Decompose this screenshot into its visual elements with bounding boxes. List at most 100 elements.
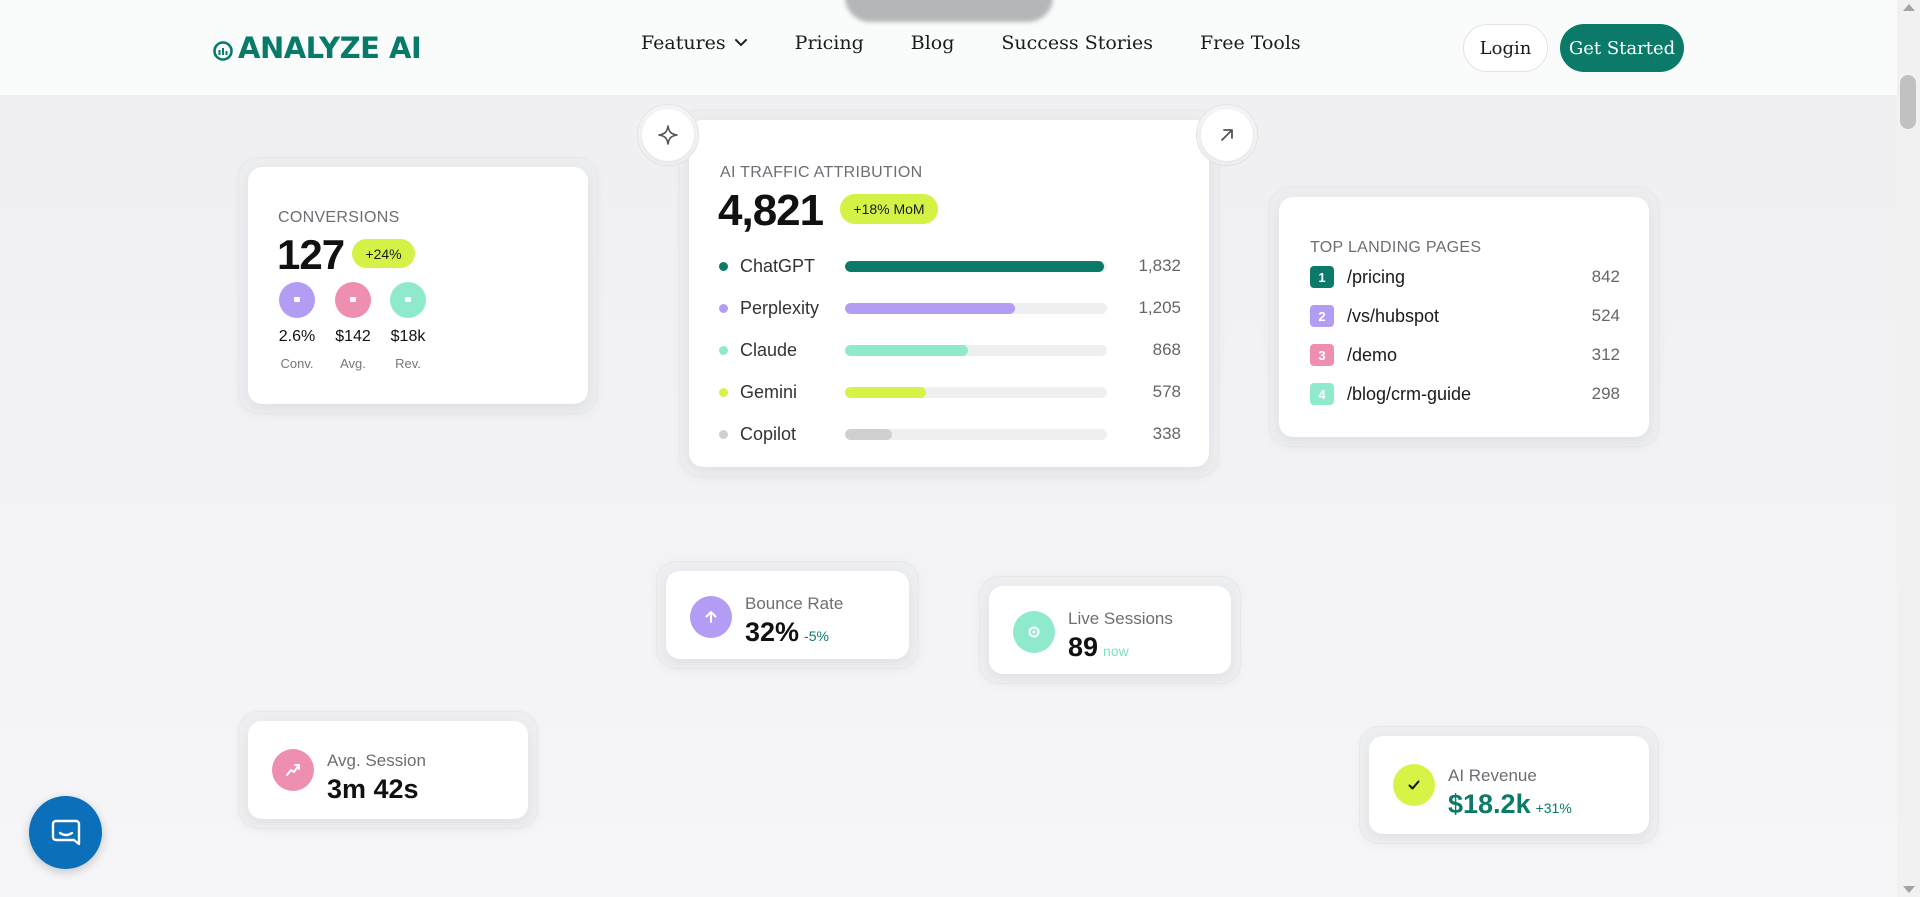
revenue-value: $18k — [390, 328, 426, 345]
get-started-button[interactable]: Get Started — [1560, 24, 1684, 72]
arrow-up-right-icon — [1221, 129, 1233, 141]
landing-path: /blog/crm-guide — [1347, 383, 1472, 404]
conv-rate-label: Conv. — [280, 356, 314, 371]
nav-blog[interactable]: Blog — [910, 32, 955, 54]
source-dot — [719, 303, 728, 313]
source-bar-track — [845, 344, 1107, 356]
scroll-thumb[interactable] — [1900, 75, 1916, 129]
landing-path: /vs/hubspot — [1347, 305, 1440, 326]
source-bar-track — [845, 386, 1107, 398]
source-bar-track — [845, 428, 1107, 440]
sparkle-button[interactable] — [637, 104, 699, 166]
ai-revenue-card: AI Revenue $18.2k +31% — [1359, 726, 1659, 844]
bounce-rate-label: Bounce Rate — [745, 594, 844, 613]
landing-rank: 4 — [1310, 383, 1334, 405]
source-name: Gemini — [740, 381, 798, 402]
source-dot — [719, 387, 728, 397]
avg-value-dot — [335, 282, 371, 318]
conv-rate-dot — [279, 282, 315, 318]
conversions-card: CONVERSIONS 127 +24% 2.6% Conv. $142 Avg… — [238, 157, 598, 414]
nav-features[interactable]: Features — [641, 32, 748, 54]
source-dot — [719, 345, 728, 355]
sparkle-icon — [658, 125, 678, 145]
logo[interactable]: ANALYZE AI — [212, 28, 422, 68]
nav-pricing[interactable]: Pricing — [794, 32, 864, 54]
ai-revenue-body: AI Revenue $18.2k +31% — [1369, 736, 1649, 834]
landing-row[interactable]: 3 /demo 312 — [1310, 343, 1620, 367]
source-value: 338 — [1152, 424, 1181, 443]
source-value: 578 — [1152, 382, 1181, 401]
avg-value-value: $142 — [335, 328, 371, 345]
source-name: Perplexity — [740, 297, 820, 318]
landing-value: 524 — [1591, 306, 1620, 325]
check-icon — [1393, 764, 1435, 806]
ai-revenue-value: $18.2k — [1448, 789, 1531, 819]
ai-revenue-value-wrap: $18.2k +31% — [1448, 789, 1572, 820]
site-header: ANALYZE AI Features Pricing Blog Success… — [0, 0, 1897, 96]
source-bar-track — [845, 260, 1107, 272]
ai-traffic-card: AI TRAFFIC ATTRIBUTION 4,821 +18% MoM Ch… — [679, 110, 1219, 477]
source-row: Gemini 578 — [719, 380, 1181, 404]
scrollbar[interactable] — [1897, 0, 1920, 897]
ai-revenue-delta: +31% — [1535, 800, 1572, 816]
login-button[interactable]: Login — [1463, 24, 1548, 72]
chat-launcher-button[interactable] — [29, 796, 102, 869]
ai-traffic-badge: +18% MoM — [840, 194, 938, 224]
main-nav: Features Pricing Blog Success Stories Fr… — [641, 32, 1348, 54]
source-dot — [719, 261, 728, 271]
landing-row[interactable]: 2 /vs/hubspot 524 — [1310, 304, 1620, 328]
pulse-icon — [1013, 611, 1055, 653]
live-sessions-value: 89 — [1068, 632, 1099, 662]
avg-session-value: 3m 42s — [327, 774, 419, 804]
scroll-down-icon[interactable] — [1903, 886, 1915, 893]
live-sessions-body: Live Sessions 89 now — [989, 586, 1231, 674]
expand-button-inner — [1201, 109, 1253, 161]
bounce-rate-delta: -5% — [804, 628, 829, 644]
source-name: Claude — [740, 339, 798, 360]
source-value: 1,832 — [1138, 256, 1181, 275]
scroll-up-icon[interactable] — [1903, 4, 1915, 11]
source-name: ChatGPT — [740, 255, 816, 276]
live-sessions-card: Live Sessions 89 now — [979, 576, 1241, 684]
floating-pill — [845, 0, 1053, 22]
top-landing-pages-card: TOP LANDING PAGES 1 /pricing 842 2 /vs/h… — [1269, 187, 1659, 447]
source-bar-fill — [845, 386, 927, 398]
source-dot — [719, 429, 728, 439]
revenue-dot — [390, 282, 426, 318]
conv-rate-value: 2.6% — [278, 328, 316, 345]
ai-revenue-label: AI Revenue — [1448, 766, 1537, 785]
top-landing-pages-body: TOP LANDING PAGES 1 /pricing 842 2 /vs/h… — [1279, 197, 1649, 437]
live-sessions-delta: now — [1103, 643, 1129, 659]
landing-row[interactable]: 4 /blog/crm-guide 298 — [1310, 382, 1620, 406]
landing-path: /pricing — [1347, 266, 1406, 287]
landing-value: 312 — [1591, 345, 1620, 364]
nav-features-label: Features — [641, 32, 726, 54]
source-row: ChatGPT 1,832 — [719, 254, 1181, 278]
live-sessions-label: Live Sessions — [1068, 609, 1173, 628]
ai-traffic-card-body: AI TRAFFIC ATTRIBUTION 4,821 +18% MoM Ch… — [689, 120, 1209, 467]
landing-row[interactable]: 1 /pricing 842 — [1310, 265, 1620, 289]
trend-icon — [272, 749, 314, 791]
avg-session-label: Avg. Session — [327, 751, 426, 770]
bounce-rate-body: Bounce Rate 32% -5% — [666, 571, 909, 659]
landing-value: 842 — [1591, 267, 1620, 286]
conv-rate-stat: 2.6% Conv. — [267, 282, 327, 371]
source-name: Copilot — [740, 423, 797, 444]
ai-traffic-title: AI TRAFFIC ATTRIBUTION — [720, 164, 923, 181]
landing-rank: 2 — [1310, 305, 1334, 327]
landing-rank: 1 — [1310, 266, 1334, 288]
bounce-rate-value: 32% — [745, 617, 800, 647]
avg-value-label: Avg. — [340, 356, 366, 371]
chevron-down-icon — [734, 39, 747, 47]
source-bar-fill — [845, 260, 1105, 272]
conversions-title: CONVERSIONS — [278, 209, 400, 226]
revenue-label: Rev. — [395, 356, 421, 371]
nav-free-tools[interactable]: Free Tools — [1199, 32, 1301, 54]
chat-icon — [51, 819, 80, 845]
source-row: Copilot 338 — [719, 422, 1181, 446]
expand-button[interactable] — [1196, 104, 1258, 166]
sparkle-button-inner — [642, 109, 694, 161]
conversions-value: 127 — [277, 231, 345, 278]
nav-success-stories[interactable]: Success Stories — [1001, 32, 1153, 54]
logo-text: ANALYZE AI — [238, 31, 422, 65]
